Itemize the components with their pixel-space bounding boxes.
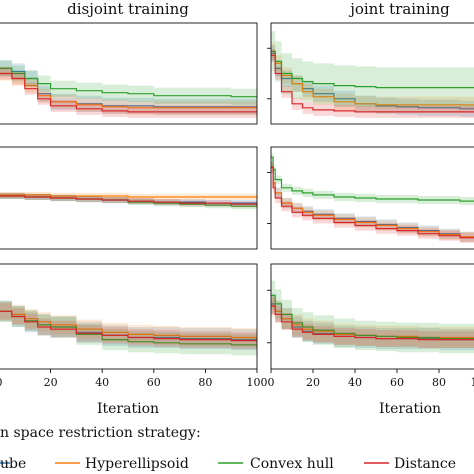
band-distance <box>271 162 474 243</box>
series-line-distance <box>0 72 257 113</box>
column-title-joint: joint training <box>348 0 450 18</box>
series-line-convex-hull <box>271 50 474 89</box>
series-line-convex-hull <box>271 294 474 340</box>
series-line-distance <box>271 54 474 113</box>
panel-r1-c1 <box>267 146 474 250</box>
panel-r1-c0 <box>0 146 258 250</box>
series-line-convex-hull <box>271 156 474 202</box>
legend-label-hyperellipsoid: Hyperellipsoid <box>85 456 189 472</box>
x-tick-label: 80 <box>432 376 446 389</box>
axes-frame <box>270 22 474 125</box>
series-line-hyperellipsoid <box>0 194 257 198</box>
band-convex-hull <box>0 60 257 106</box>
band-convex-hull <box>271 153 474 206</box>
x-tick-label: 40 <box>348 376 362 389</box>
band-distance <box>0 302 257 350</box>
legend-label-cube: ube <box>0 456 26 472</box>
band-ube <box>271 293 474 351</box>
band-hyperellipsoid <box>0 66 257 115</box>
x-tick-label: 20 <box>44 376 58 389</box>
column-title-disjoint: disjoint training <box>67 0 189 18</box>
legend: ube Hyperellipsoid Convex hull Distance <box>0 456 456 472</box>
x-axis-label-right: Iteration <box>379 401 441 417</box>
x-tick-label: 80 <box>198 376 212 389</box>
series-line-distance <box>0 195 257 205</box>
x-tick-label: 0 <box>268 376 275 389</box>
band-distance <box>271 49 474 118</box>
x-tick-label: 40 <box>95 376 109 389</box>
series-line-convex-hull <box>0 67 257 98</box>
band-hyperellipsoid <box>271 43 474 113</box>
panel-r2-c0: 0 20 40 60 80 100 <box>0 263 268 389</box>
panel-r0-c1 <box>267 22 474 125</box>
legend-title: n space restriction strategy: <box>0 425 201 441</box>
axes-frame <box>270 263 474 370</box>
band-ube <box>0 300 257 351</box>
band-convex-hull <box>271 31 474 108</box>
panel-r2-c1: 0 20 40 60 80 100 <box>267 263 474 389</box>
x-tick-label: 0 <box>0 376 3 389</box>
band-distance <box>271 297 474 348</box>
band-convex-hull <box>271 280 474 354</box>
band-convex-hull <box>0 300 257 356</box>
panel-r0-c0 <box>0 22 258 125</box>
legend-label-distance: Distance <box>394 456 456 472</box>
axes-frame <box>0 263 258 370</box>
series-line-distance <box>271 166 474 239</box>
legend-label-convex-hull: Convex hull <box>250 456 334 472</box>
axes-frame <box>0 22 258 125</box>
x-tick-label: 60 <box>390 376 404 389</box>
x-tick-label: 100 <box>247 376 268 389</box>
x-tick-label: 100 <box>471 376 474 389</box>
x-axis-label-left: Iteration <box>97 401 159 417</box>
band-hyperellipsoid <box>0 301 257 347</box>
axes-frame <box>270 146 474 250</box>
x-tick-label: 60 <box>147 376 161 389</box>
x-tick-label: 20 <box>306 376 320 389</box>
band-ube <box>271 45 474 117</box>
axes-frame <box>0 146 258 250</box>
series-line-distance <box>271 305 474 341</box>
series-line-distance <box>0 310 257 342</box>
